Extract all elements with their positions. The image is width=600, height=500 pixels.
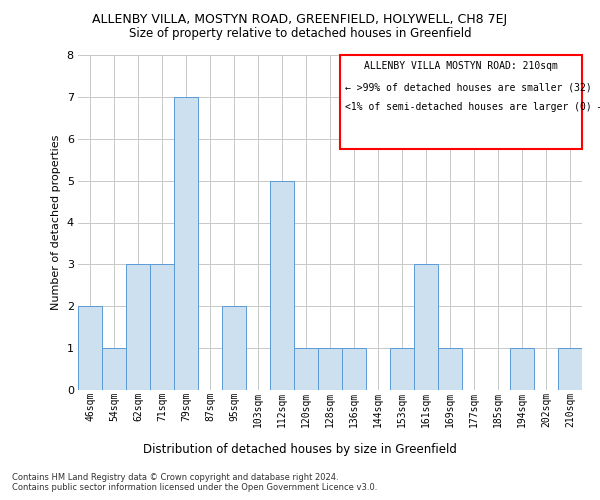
Bar (558, 348, 582, 390)
Text: ← >99% of detached houses are smaller (32): ← >99% of detached houses are smaller (3… (345, 82, 592, 92)
Text: Contains public sector information licensed under the Open Government Licence v3: Contains public sector information licen… (12, 484, 377, 492)
Bar (438, 348, 462, 390)
Bar (78, 306, 102, 390)
Text: Distribution of detached houses by size in Greenfield: Distribution of detached houses by size … (143, 442, 457, 456)
Text: Size of property relative to detached houses in Greenfield: Size of property relative to detached ho… (128, 28, 472, 40)
Bar (270, 180, 294, 390)
Bar (102, 348, 126, 390)
Text: ALLENBY VILLA MOSTYN ROAD: 210sqm: ALLENBY VILLA MOSTYN ROAD: 210sqm (364, 61, 558, 71)
Bar (222, 306, 246, 390)
Bar (294, 348, 318, 390)
Text: <1% of semi-detached houses are larger (0) →: <1% of semi-detached houses are larger (… (345, 102, 600, 113)
Bar (126, 264, 150, 390)
Text: ALLENBY VILLA, MOSTYN ROAD, GREENFIELD, HOLYWELL, CH8 7EJ: ALLENBY VILLA, MOSTYN ROAD, GREENFIELD, … (92, 12, 508, 26)
Bar (150, 264, 174, 390)
Bar (390, 348, 414, 390)
Bar (342, 348, 366, 390)
Text: Contains HM Land Registry data © Crown copyright and database right 2024.: Contains HM Land Registry data © Crown c… (12, 472, 338, 482)
Bar (414, 264, 438, 390)
Bar (174, 97, 198, 390)
Bar (318, 348, 342, 390)
Bar (510, 348, 534, 390)
Y-axis label: Number of detached properties: Number of detached properties (51, 135, 61, 310)
